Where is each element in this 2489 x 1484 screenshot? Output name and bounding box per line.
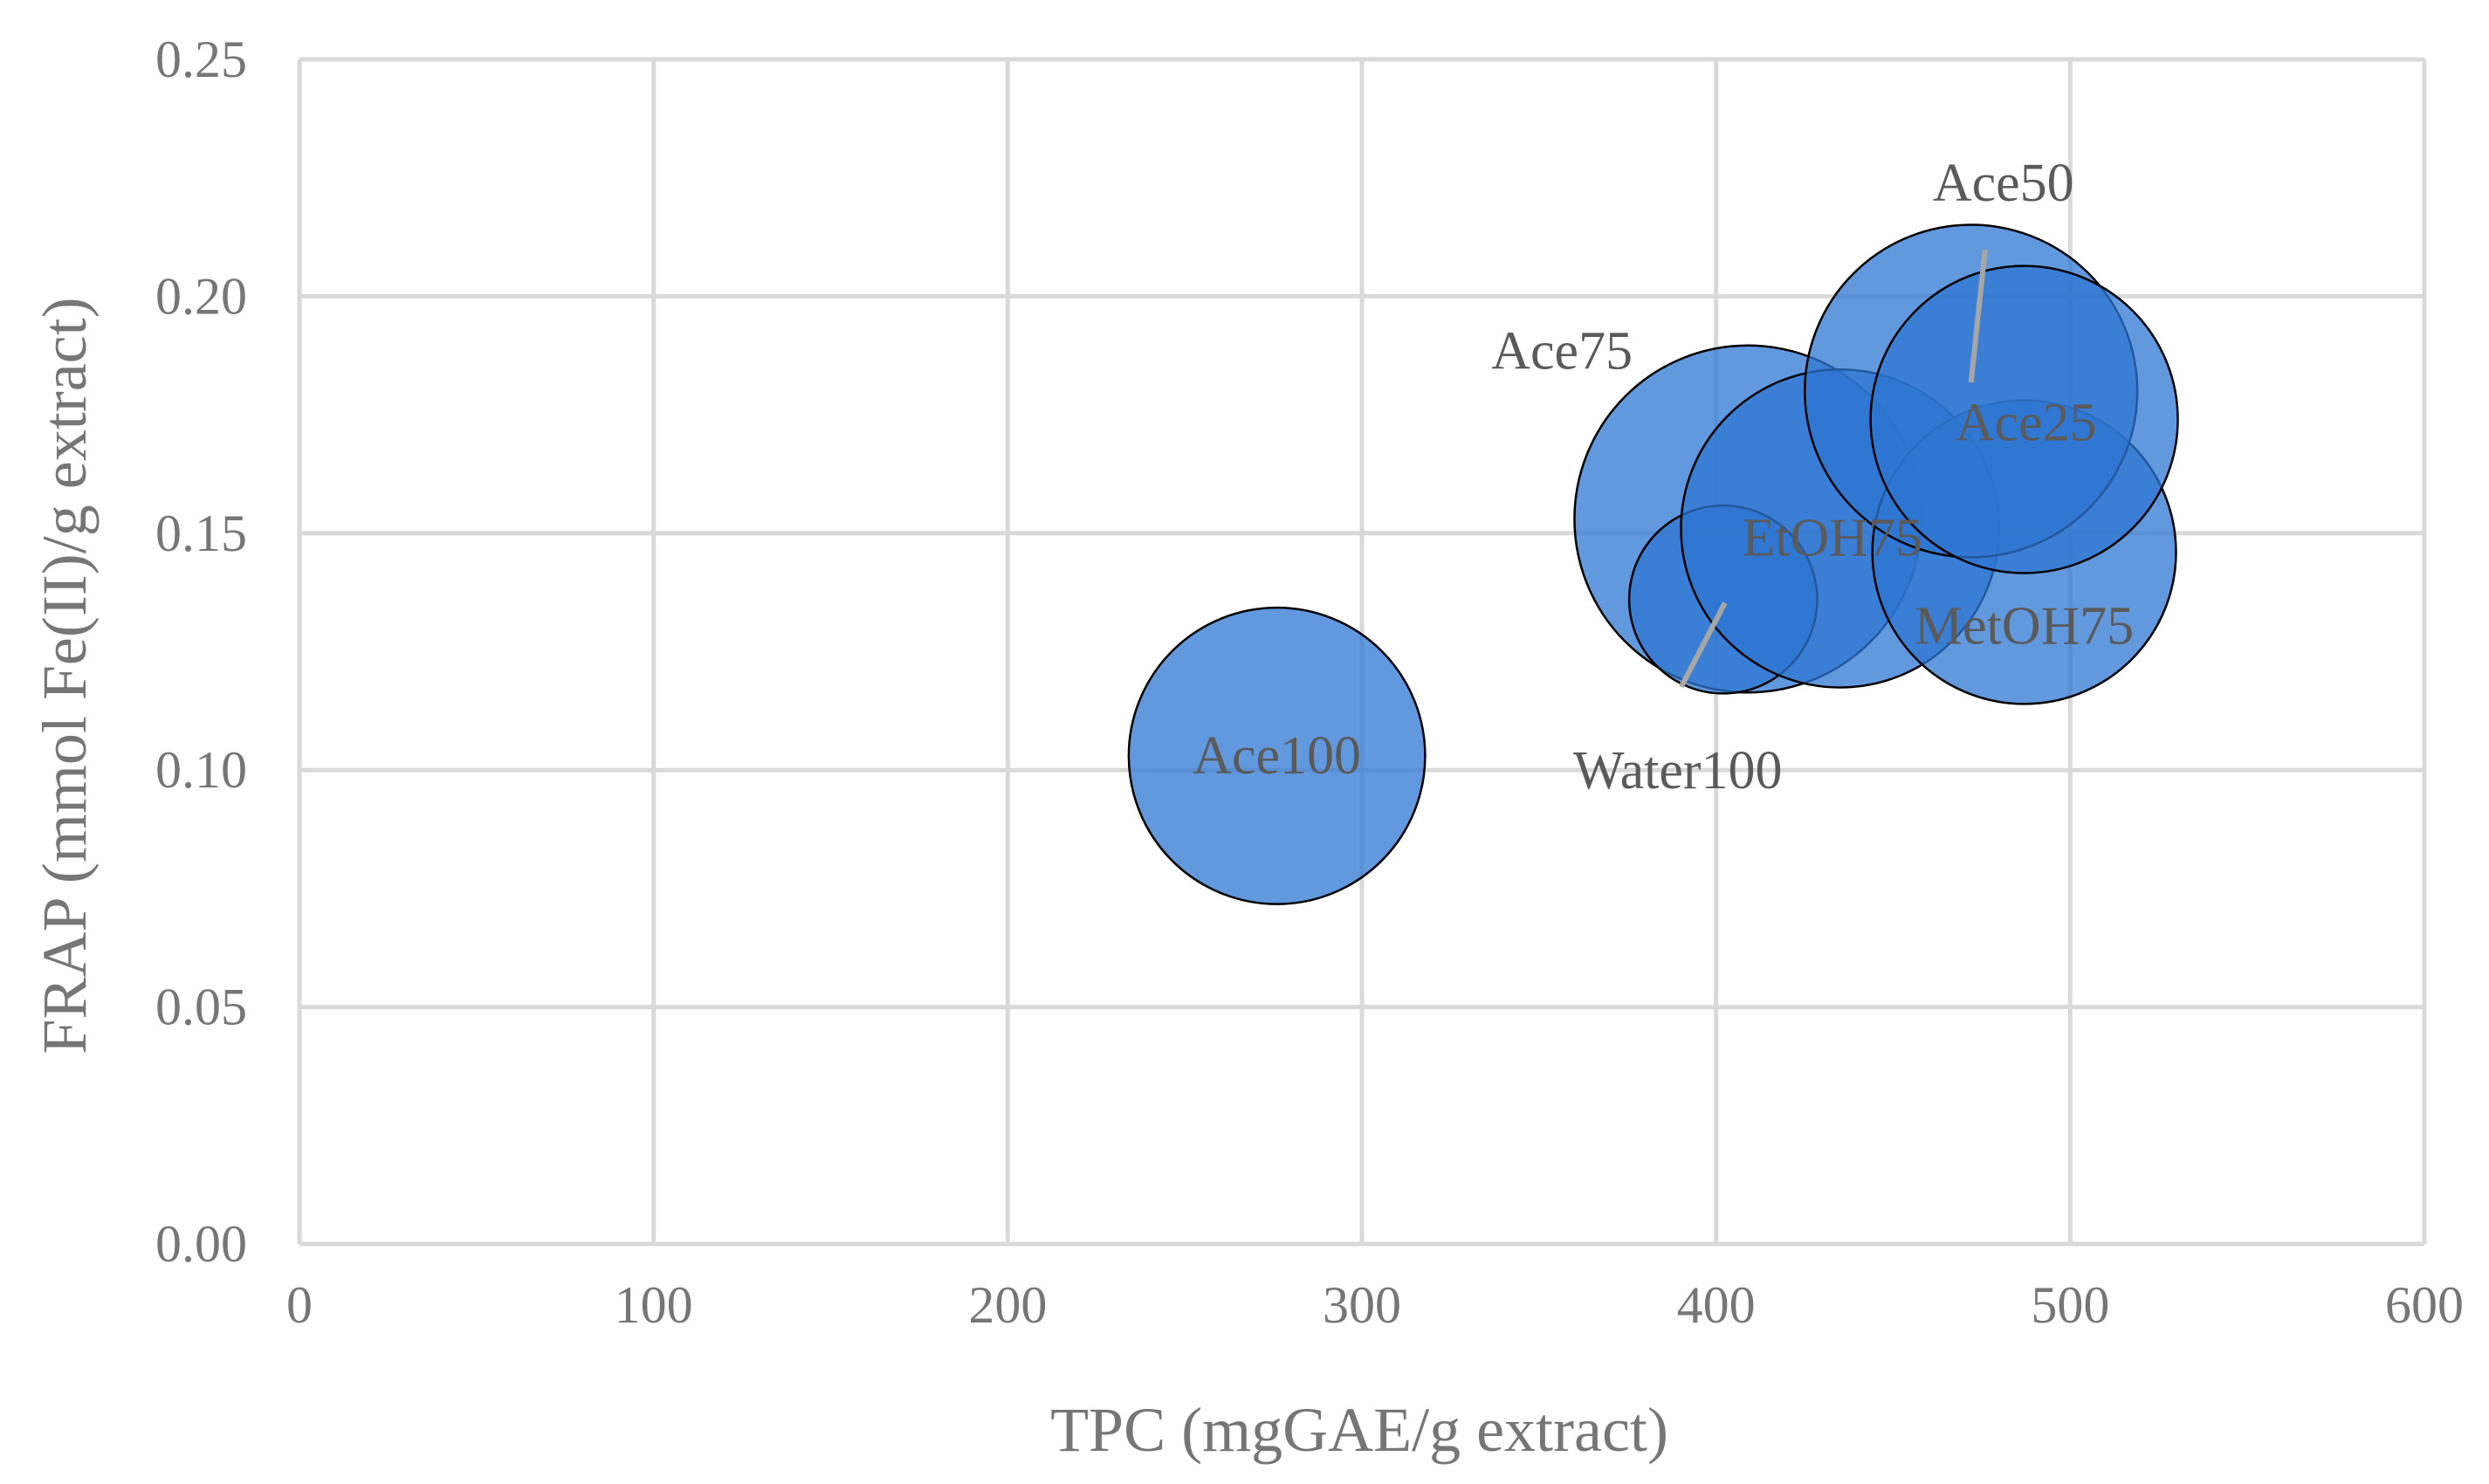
data-label-ace50: Ace50 (1933, 154, 2074, 213)
x-tick-label: 0 (286, 1276, 313, 1334)
label-leader-lines (1679, 249, 1988, 689)
data-label-water100: Water100 (1573, 741, 1782, 800)
x-tick-label: 100 (615, 1276, 693, 1334)
data-label-metoh75: MetOH75 (1915, 597, 2134, 656)
leader-line-water100 (1679, 601, 1728, 689)
x-tick-label: 600 (2385, 1276, 2464, 1334)
data-label-etoh75: EtOH75 (1742, 508, 1922, 567)
tick-labels: 0 100 200 300 400 500 600 0.00 0.05 0.10 0.15 0.20 0… (155, 31, 2464, 1334)
y-tick-label: 0.10 (155, 741, 247, 799)
y-tick-label: 0.05 (155, 979, 247, 1036)
y-tick-label: 0.20 (155, 267, 247, 325)
data-label-ace75: Ace75 (1491, 322, 1633, 381)
y-axis-title: FRAP (mmol Fe(II)/g extract) (30, 297, 100, 1054)
bubble-ace100 (1127, 606, 1427, 905)
data-label-ace100: Ace100 (1193, 726, 1361, 786)
x-tick-label: 400 (1677, 1276, 1756, 1334)
bubble-labels: Ace100 Ace75 Water100 EtOH75 MetOH75 Ace50 Ace… (1193, 154, 2134, 800)
x-tick-label: 500 (2031, 1276, 2109, 1334)
bubble-ace25 (1869, 265, 2179, 574)
x-axis-title: TPC (mgGAE/g extract) (1050, 1395, 1668, 1465)
y-tick-label: 0.00 (155, 1215, 247, 1273)
leader-line-ace50 (1968, 249, 1988, 383)
x-tick-label: 300 (1323, 1276, 1401, 1334)
x-tick-label: 200 (968, 1276, 1047, 1334)
y-tick-label: 0.15 (155, 505, 247, 562)
y-tick-label: 0.25 (155, 31, 247, 88)
bubbles (1127, 223, 2179, 905)
data-label-ace25: Ace25 (1956, 394, 2097, 453)
